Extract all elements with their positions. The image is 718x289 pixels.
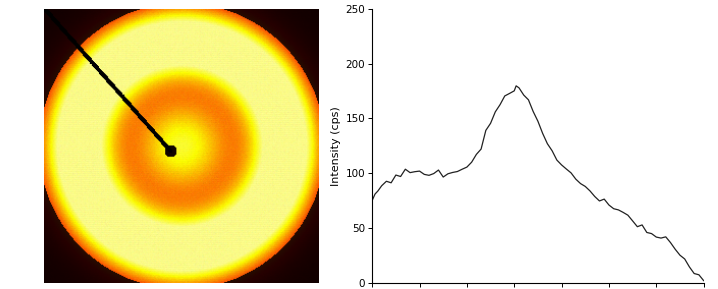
Y-axis label: Intensity (cps): Intensity (cps) [331, 106, 341, 186]
